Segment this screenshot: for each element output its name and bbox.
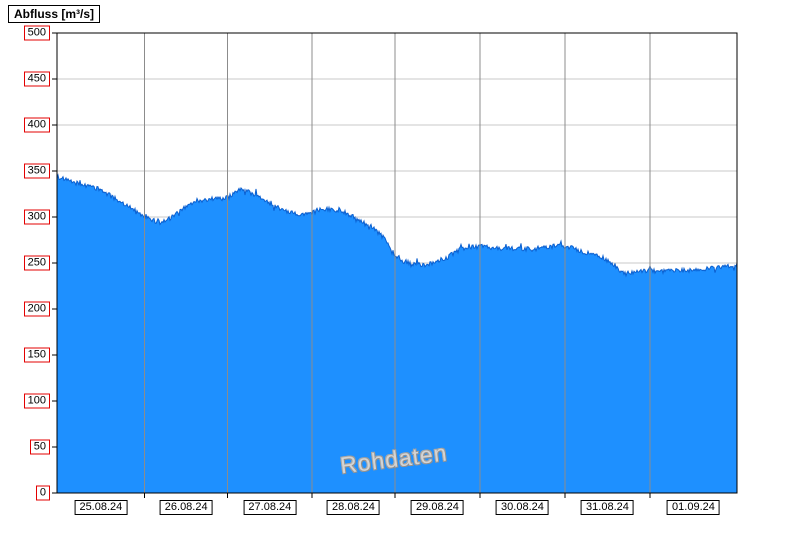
y-tick-label: 300 (23, 209, 50, 225)
y-tick-label: 400 (23, 117, 50, 133)
area-series-fill (57, 175, 737, 493)
series-line (56, 173, 738, 278)
x-tick-label: 31.08.24 (581, 500, 634, 515)
x-tick-label: 28.08.24 (327, 500, 380, 515)
x-tick-label: 30.08.24 (496, 500, 549, 515)
x-tick-label: 01.09.24 (667, 500, 720, 515)
y-tick-label: 150 (23, 347, 50, 363)
y-tick-label: 0 (35, 485, 50, 501)
x-tick-label: 26.08.24 (159, 500, 213, 515)
y-tick-label: 450 (23, 71, 50, 87)
chart-title: Abfluss [m³/s] (8, 5, 101, 23)
y-tick-label: 350 (23, 163, 50, 179)
y-tick-label: 50 (29, 439, 50, 455)
y-tick-label: 250 (23, 255, 50, 271)
x-tick-label: 25.08.24 (74, 500, 128, 515)
x-tick-label: 29.08.24 (411, 500, 464, 515)
y-tick-label: 200 (23, 301, 50, 317)
x-tick-label: 27.08.24 (243, 500, 297, 515)
y-tick-label: 500 (23, 25, 50, 41)
y-tick-label: 100 (23, 393, 50, 409)
